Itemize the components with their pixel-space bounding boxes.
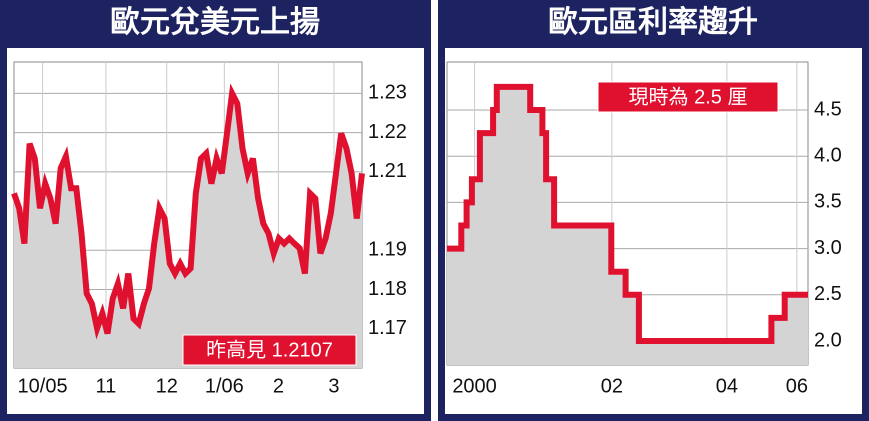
y-tick-label: 1.17 bbox=[368, 317, 407, 339]
x-tick-label: 10/05 bbox=[18, 375, 68, 397]
y-tick-label: 2.0 bbox=[814, 329, 842, 351]
area bbox=[447, 86, 808, 366]
y-tick-label: 1.19 bbox=[368, 239, 407, 261]
x-tick-label: 1/06 bbox=[205, 375, 244, 397]
line bbox=[447, 83, 808, 344]
annotation: 昨高見 1.2107 bbox=[206, 338, 333, 361]
line bbox=[11, 83, 365, 340]
y-tick-label: 3.5 bbox=[814, 191, 842, 213]
y-tick-label: 2.5 bbox=[814, 283, 842, 305]
y-tick-label: 1.21 bbox=[368, 160, 407, 182]
chart-title: 歐元兌美元上揚 bbox=[110, 5, 320, 39]
x-tick-label: 11 bbox=[96, 375, 117, 397]
area bbox=[14, 93, 362, 369]
y-tick-label: 1.23 bbox=[368, 82, 407, 104]
annotation-box bbox=[597, 81, 779, 113]
x-tick-label: 2 bbox=[273, 375, 284, 397]
x-tick-label: 04 bbox=[716, 375, 738, 397]
x-tick-label: 3 bbox=[328, 375, 339, 397]
chart-title: 歐元區利率趨升 bbox=[548, 5, 758, 39]
y-tick-label: 4.5 bbox=[814, 98, 842, 120]
annotation: 現時為 2.5 厘 bbox=[629, 85, 748, 108]
y-tick-label: 1.18 bbox=[368, 278, 407, 300]
x-tick-label: 06 bbox=[786, 375, 808, 397]
x-tick-label: 02 bbox=[601, 375, 623, 397]
x-tick-label: 12 bbox=[156, 375, 178, 397]
annotation-box bbox=[182, 334, 357, 366]
y-tick-label: 3.0 bbox=[814, 237, 842, 259]
y-tick-label: 1.22 bbox=[368, 121, 407, 143]
x-tick-label: 2000 bbox=[452, 375, 497, 397]
y-tick-label: 4.0 bbox=[814, 145, 842, 167]
